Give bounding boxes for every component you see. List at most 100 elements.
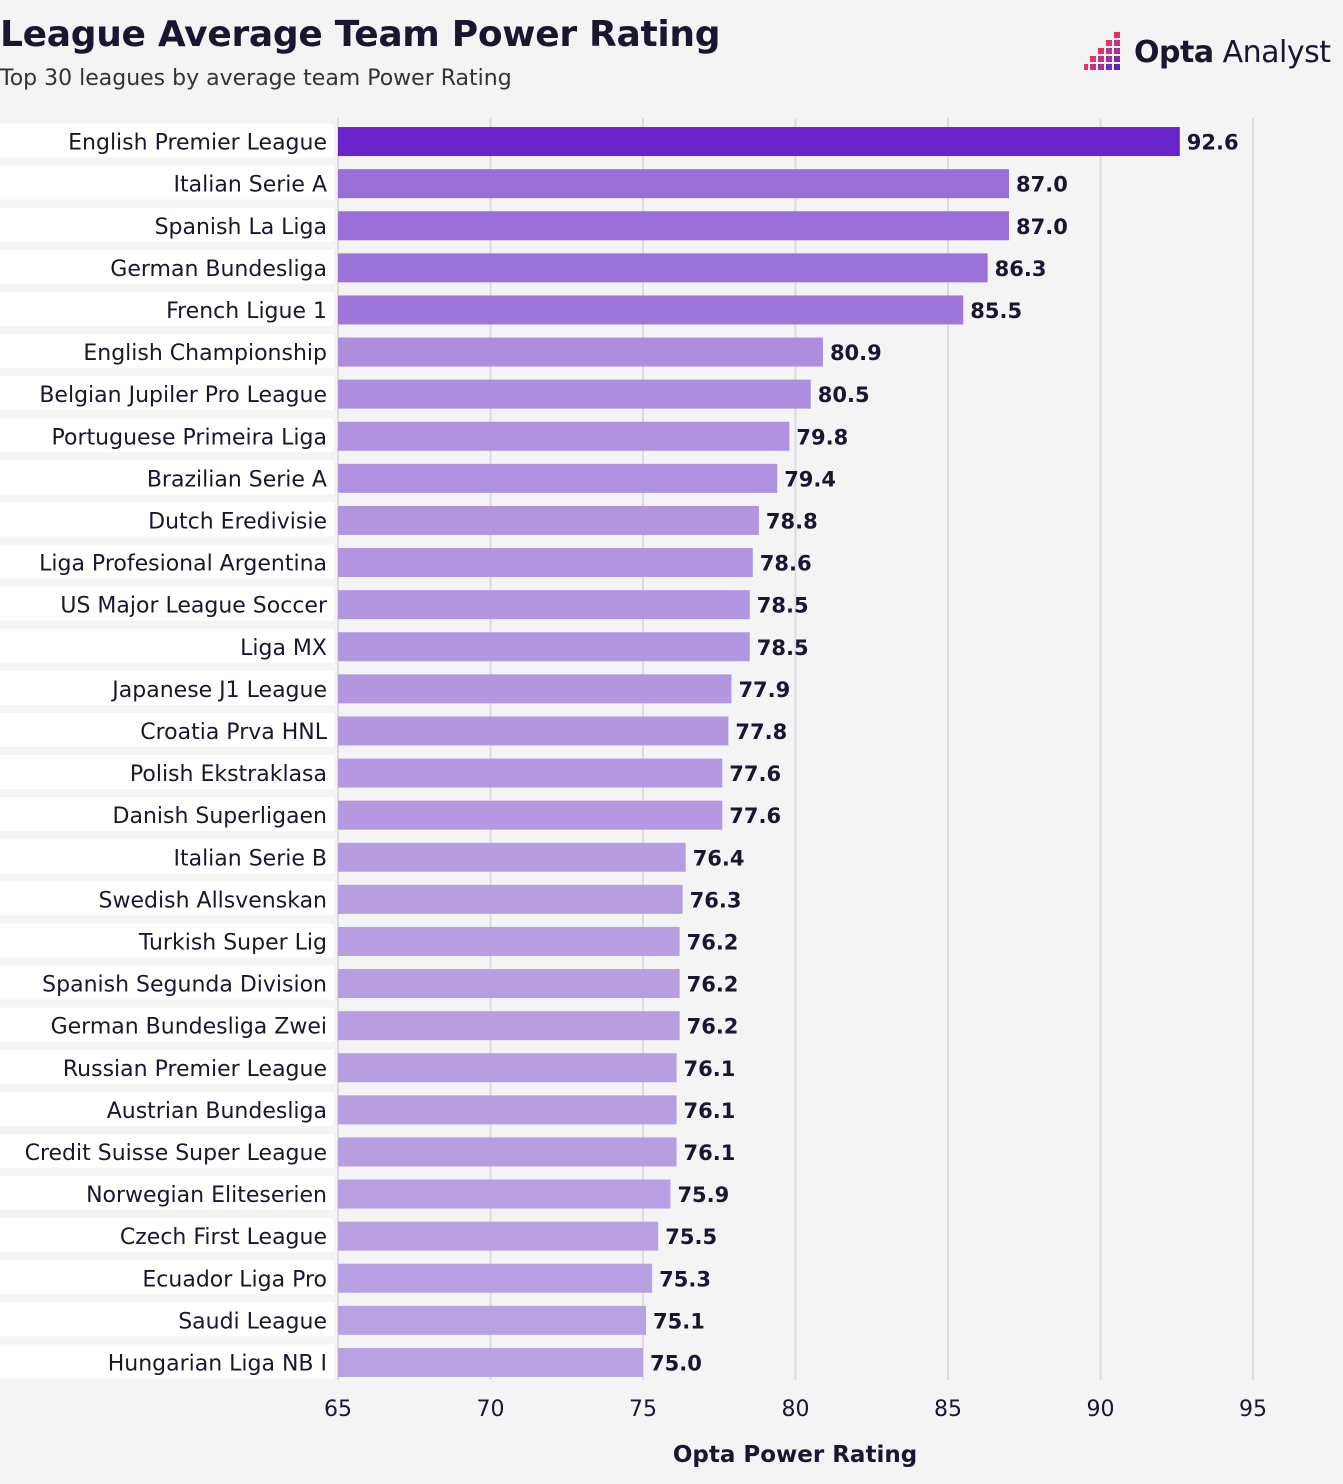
- bar: [338, 505, 759, 535]
- category-label: English Championship: [83, 341, 327, 366]
- bar: [338, 1011, 680, 1041]
- category-label: Liga MX: [240, 636, 327, 661]
- chart-title: League Average Team Power Rating: [0, 14, 721, 55]
- value-label: 76.2: [687, 930, 739, 954]
- category-label: Russian Premier League: [63, 1057, 327, 1082]
- value-label: 77.8: [735, 720, 787, 744]
- category-label: Czech First League: [120, 1225, 327, 1250]
- row-label-background: [0, 628, 334, 663]
- category-label: Swedish Allsvenskan: [99, 888, 327, 913]
- row-label-background: [0, 544, 334, 579]
- row-label-background: [0, 460, 334, 495]
- category-label: Saudi League: [178, 1309, 327, 1334]
- x-tick-label: 65: [324, 1397, 352, 1422]
- category-label: US Major League Soccer: [60, 594, 328, 619]
- bar: [338, 1347, 643, 1377]
- bar: [338, 1305, 647, 1335]
- category-label: German Bundesliga Zwei: [51, 1015, 327, 1040]
- category-label: Norwegian Eliteserien: [86, 1183, 327, 1208]
- row-label-background: [0, 291, 334, 326]
- opta-pixel-bars-icon: [1084, 30, 1128, 74]
- value-label: 78.5: [757, 636, 809, 660]
- value-label: 78.8: [766, 509, 818, 533]
- category-label: Portuguese Primeira Liga: [52, 425, 327, 450]
- category-label: French Ligue 1: [166, 299, 327, 324]
- bar: [338, 716, 729, 746]
- value-label: 87.0: [1016, 215, 1068, 239]
- row-label-background: [0, 1302, 334, 1337]
- value-label: 85.5: [970, 299, 1022, 323]
- bar: [338, 337, 823, 367]
- row-label-background: [0, 1049, 334, 1084]
- row-label-background: [0, 165, 334, 200]
- row-label-background: [0, 1133, 334, 1168]
- category-label: Brazilian Serie A: [147, 467, 327, 492]
- category-label: Turkish Super Lig: [138, 930, 327, 955]
- row-label-background: [0, 1091, 334, 1126]
- category-label: Japanese J1 League: [110, 678, 327, 703]
- category-label: Hungarian Liga NB I: [108, 1351, 327, 1376]
- row-label-background: [0, 1176, 334, 1211]
- bar: [338, 1221, 659, 1251]
- bar: [338, 758, 723, 788]
- logo-wordmark: Opta Analyst: [1134, 34, 1331, 70]
- value-label: 78.6: [760, 552, 812, 576]
- bar: [338, 969, 680, 999]
- gridlines: [337, 118, 1254, 1380]
- bar: [338, 1179, 671, 1209]
- x-axis-label: Opta Power Rating: [673, 1442, 917, 1468]
- row-label-background: [0, 797, 334, 832]
- row-label-background: [0, 1260, 334, 1295]
- bar: [338, 169, 1009, 199]
- category-labels: English Premier League Italian Serie A Spa…: [25, 131, 328, 1377]
- category-label: Polish Ekstraklasa: [130, 762, 327, 787]
- bar: [338, 926, 680, 956]
- value-label: 80.9: [830, 341, 882, 365]
- value-label: 76.2: [687, 973, 739, 997]
- bar: [338, 127, 1180, 157]
- value-label: 76.1: [684, 1099, 736, 1123]
- bar: [338, 590, 750, 620]
- category-label: Croatia Prva HNL: [140, 720, 327, 745]
- x-tick-label: 70: [477, 1397, 505, 1422]
- bar: [338, 884, 683, 914]
- value-label: 76.3: [690, 888, 742, 912]
- value-label: 75.3: [659, 1267, 711, 1291]
- bar: [338, 842, 686, 872]
- chart-subtitle: Top 30 leagues by average team Power Rat…: [0, 66, 512, 91]
- row-label-background: [0, 755, 334, 790]
- category-label: Spanish Segunda Division: [42, 973, 327, 998]
- x-tick-labels: 65 70 75 80 85 90 95: [324, 1397, 1267, 1422]
- row-label-background: [0, 712, 334, 747]
- row-label-background: [0, 376, 334, 411]
- row-label-background: [0, 123, 334, 158]
- bar: [338, 1053, 677, 1083]
- category-label: Ecuador Liga Pro: [142, 1267, 327, 1292]
- row-label-background: [0, 839, 334, 874]
- value-label: 78.5: [757, 594, 809, 618]
- row-label-background: [0, 418, 334, 453]
- bar: [338, 1137, 677, 1167]
- category-label: Italian Serie A: [174, 173, 327, 198]
- bar: [338, 800, 723, 830]
- value-label: 75.1: [653, 1309, 705, 1333]
- category-label: Danish Superligaen: [113, 804, 327, 829]
- bar: [338, 421, 790, 451]
- bar: [338, 548, 753, 578]
- value-label: 79.4: [784, 467, 836, 491]
- row-label-background: [0, 923, 334, 958]
- value-label: 79.8: [796, 425, 848, 449]
- row-label-background: [0, 1344, 334, 1379]
- row-label-background: [0, 881, 334, 916]
- category-label: Credit Suisse Super League: [25, 1141, 327, 1166]
- x-tick-label: 85: [934, 1397, 962, 1422]
- value-label: 86.3: [995, 257, 1047, 281]
- value-label: 76.4: [693, 846, 745, 870]
- value-label: 92.6: [1187, 131, 1239, 155]
- value-label: 80.5: [818, 383, 870, 407]
- x-tick-label: 90: [1087, 1397, 1115, 1422]
- row-label-background: [0, 1007, 334, 1042]
- value-label: 77.6: [729, 762, 781, 786]
- row-label-background: [0, 334, 334, 369]
